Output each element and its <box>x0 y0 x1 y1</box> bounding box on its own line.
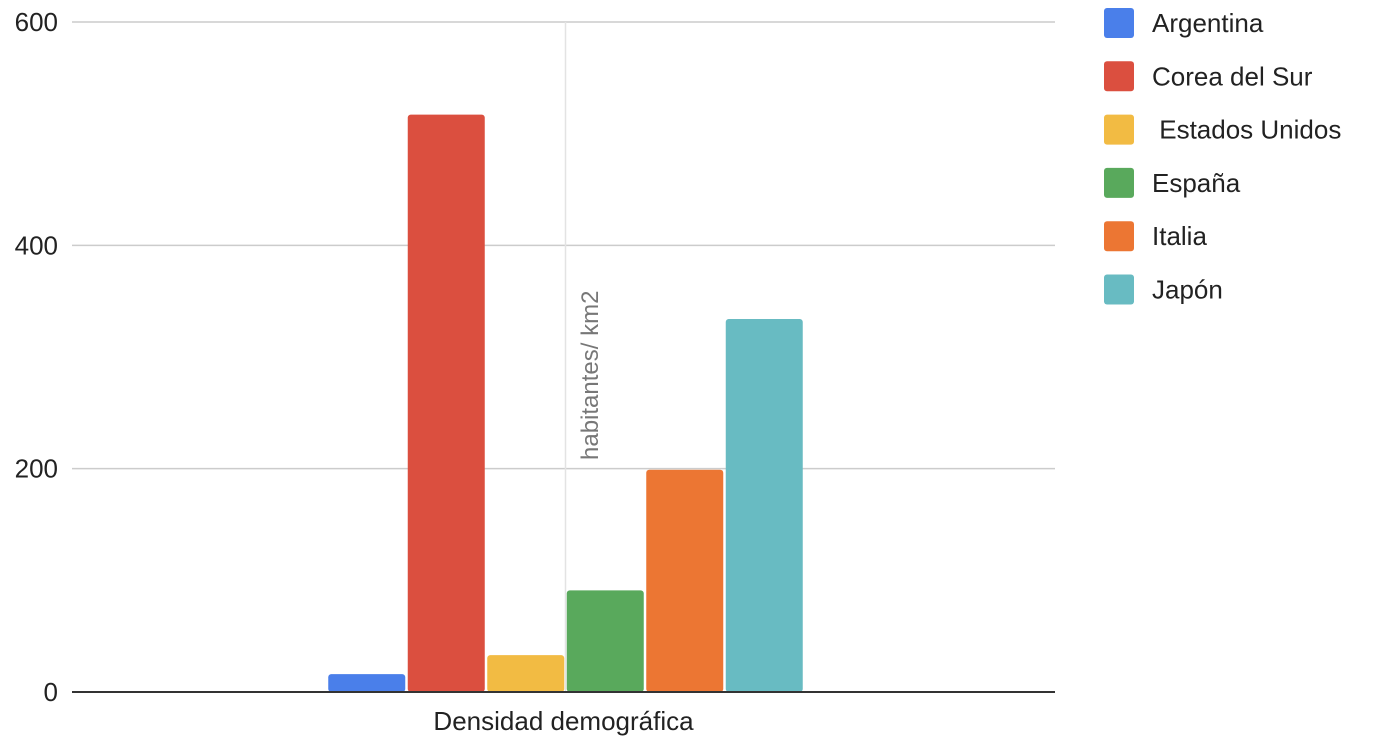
y-axis-ticks: 0 200 400 600 <box>15 7 58 707</box>
y-axis-label: habitantes/ km2 <box>577 291 604 460</box>
legend-swatch <box>1104 61 1134 92</box>
bar-corea-del-sur <box>407 114 485 692</box>
legend-swatch <box>1104 114 1134 145</box>
bar-japón <box>725 319 803 692</box>
bar-estados-unidos <box>487 655 565 692</box>
legend-swatch <box>1104 8 1134 38</box>
legend-label: Argentina <box>1152 8 1264 38</box>
legend: Argentina Corea del Sur Estados Unidos Esp… <box>1104 8 1341 305</box>
x-axis-categories: Densidad demográfica <box>433 706 694 736</box>
bar-argentina <box>328 674 406 692</box>
legend-swatch <box>1104 167 1134 198</box>
legend-label: Italia <box>1152 221 1207 251</box>
bar-italia <box>646 469 724 692</box>
y-tick-label: 200 <box>15 454 58 484</box>
bars <box>328 114 803 692</box>
y-tick-label: 0 <box>44 677 58 707</box>
y-tick-label: 400 <box>15 230 58 260</box>
legend-swatch <box>1104 221 1134 252</box>
legend-label: Estados Unidos <box>1152 115 1341 145</box>
y-tick-label: 600 <box>15 7 58 37</box>
x-category-label: Densidad demográfica <box>433 706 694 736</box>
legend-label: España <box>1152 168 1241 198</box>
legend-swatch <box>1104 274 1134 305</box>
bar-españa <box>566 590 644 692</box>
gridlines <box>72 21 1055 470</box>
legend-label: Corea del Sur <box>1152 61 1313 91</box>
legend-label: Japón <box>1152 275 1223 305</box>
